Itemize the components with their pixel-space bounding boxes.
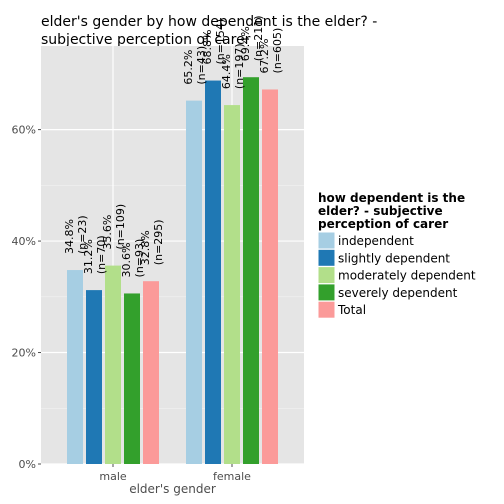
plot-panel (41, 46, 304, 464)
bar-label-percent: 35.6% (101, 215, 114, 250)
legend-swatch (317, 266, 336, 285)
bar-label-count: (n=23) (76, 215, 89, 254)
bar-label-percent: 34.8% (63, 219, 76, 254)
bar (67, 270, 83, 464)
bar (124, 293, 140, 464)
bar-label-count: (n=605) (271, 28, 284, 74)
bar (262, 89, 278, 465)
x-tick-label: female (213, 470, 251, 483)
legend-swatch (317, 248, 336, 267)
bar-label-count: (n=295) (152, 219, 165, 265)
bar (86, 290, 102, 464)
bar-label-percent: 67.2% (258, 39, 271, 74)
y-tick-label: 20% (12, 347, 36, 360)
legend-swatch (317, 283, 336, 302)
x-axis-title: elder's gender (129, 482, 216, 496)
bar-label-count: (n=154) (214, 19, 227, 65)
bar (143, 281, 159, 464)
bar (186, 100, 202, 465)
bar (224, 105, 240, 464)
bar-label-count: (n=93) (133, 239, 146, 278)
bar-label-percent: 32.8% (139, 230, 152, 265)
legend-label: slightly dependent (338, 251, 450, 265)
bar-label-percent: 31.2% (82, 239, 95, 274)
y-tick-label: 60% (12, 124, 36, 137)
legend-label: moderately dependent (338, 269, 476, 283)
bar-label-count: (n=197) (233, 43, 246, 89)
y-tick-label: 0% (19, 458, 36, 471)
bar-label-percent: 68.8% (201, 30, 214, 65)
legend-title: perception of carer (318, 217, 448, 231)
bar-label-count: (n=43) (195, 46, 208, 85)
y-axis: 0% 20% 40% 60% (12, 124, 41, 471)
y-tick-label: 40% (12, 235, 36, 248)
legend-swatch (317, 231, 336, 250)
x-axis: male female (99, 464, 251, 483)
chart-title-line-1: elder's gender by how dependent is the e… (41, 14, 377, 30)
legend-label: Total (337, 303, 366, 317)
bar-label-count: (n=109) (114, 204, 127, 250)
bar-label-percent: 64.4% (220, 54, 233, 89)
data-labels: 34.8% (n=23)31.2% (n=70)35.6% (n=109)30.6%(… (63, 15, 284, 277)
bars (67, 77, 278, 465)
legend-label: independent (338, 234, 414, 248)
bar-label-count: (n=211) (252, 15, 265, 61)
bar-label-percent: 65.2% (182, 50, 195, 85)
legend-title: elder? - subjective (318, 204, 443, 218)
bar (205, 80, 221, 465)
x-tick-label: male (99, 470, 127, 483)
bar-label-percent: 69.4% (239, 26, 252, 61)
bar-label-count: (n=70) (95, 235, 108, 274)
chart-title-line-2: subjective perception of carer (41, 32, 251, 48)
bar (243, 77, 259, 464)
legend-title: how dependent is the (318, 191, 465, 205)
bar-label-percent: 30.6% (120, 243, 133, 278)
legend-swatch (317, 300, 336, 319)
legend-label: severely dependent (338, 286, 458, 300)
bar (105, 265, 121, 464)
